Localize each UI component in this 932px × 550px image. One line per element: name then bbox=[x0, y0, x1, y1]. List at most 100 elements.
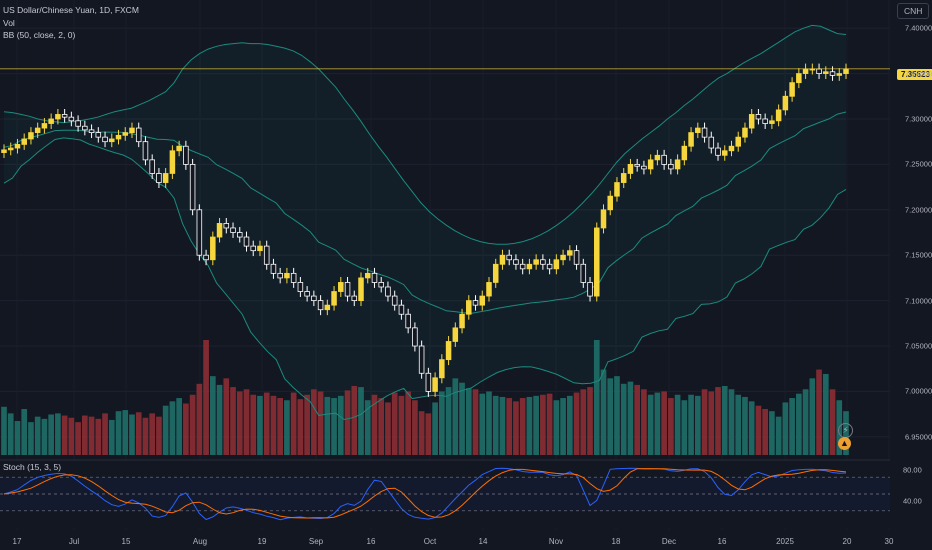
symbol-legend[interactable]: US Dollar/Chinese Yuan, 1D, FXCM bbox=[3, 5, 139, 15]
volume-bar bbox=[196, 383, 203, 455]
time-tick-label: 15 bbox=[121, 537, 131, 546]
candle-body bbox=[257, 245, 263, 252]
candle-body bbox=[721, 150, 728, 156]
candle-body bbox=[21, 138, 27, 145]
volume-bar bbox=[169, 401, 176, 455]
time-tick-label: 18 bbox=[611, 537, 621, 546]
volume-bar bbox=[816, 369, 822, 455]
volume-bar bbox=[822, 373, 829, 455]
bollinger-band-area bbox=[4, 25, 846, 420]
candle-body bbox=[728, 145, 735, 152]
volume-legend[interactable]: Vol bbox=[3, 18, 15, 28]
volume-bar bbox=[364, 400, 371, 455]
volume-bar bbox=[728, 389, 735, 455]
volume-bar bbox=[560, 398, 566, 455]
time-tick-label: 30 bbox=[884, 537, 894, 546]
time-tick-label: 2025 bbox=[776, 537, 794, 546]
candle-body bbox=[492, 263, 499, 283]
candle-body bbox=[533, 259, 539, 265]
candle-body bbox=[472, 300, 479, 306]
candle-body bbox=[55, 114, 61, 120]
volume-bar bbox=[82, 415, 88, 455]
stochastic-legend[interactable]: Stoch (15, 3, 5) bbox=[3, 462, 62, 472]
candle-body bbox=[102, 136, 108, 143]
candle-body bbox=[344, 282, 351, 297]
candle-body bbox=[358, 277, 364, 302]
volume-bar bbox=[735, 394, 742, 455]
candle-body bbox=[385, 286, 391, 297]
bollinger-legend[interactable]: BB (50, close, 2, 0) bbox=[3, 30, 76, 40]
volume-bar bbox=[203, 340, 209, 455]
volume-bar bbox=[304, 394, 310, 455]
candle-body bbox=[620, 173, 627, 183]
volume-bar bbox=[789, 398, 795, 455]
candle-body bbox=[627, 163, 634, 174]
candlesticks bbox=[1, 63, 849, 397]
candle-body bbox=[14, 144, 21, 149]
volume-bar bbox=[230, 387, 236, 455]
candle-body bbox=[115, 134, 122, 140]
candle-body bbox=[196, 209, 203, 256]
volume-bar bbox=[708, 391, 715, 455]
volume-bar bbox=[701, 389, 708, 455]
stoch-tick-80: 80.00 bbox=[903, 465, 922, 475]
candle-body bbox=[701, 127, 708, 138]
stochastic-pane bbox=[0, 459, 890, 528]
candle-body bbox=[156, 173, 162, 183]
candle-body bbox=[41, 123, 48, 129]
candle-body bbox=[88, 129, 95, 134]
candle-body bbox=[237, 232, 243, 238]
volume-bar bbox=[290, 392, 297, 455]
volume-bar bbox=[223, 378, 230, 455]
candle-body bbox=[479, 295, 486, 306]
price-tick-label: 7.20000 bbox=[905, 205, 932, 215]
volume-bar bbox=[41, 418, 48, 455]
volume-bar bbox=[688, 394, 694, 455]
volume-bar bbox=[378, 398, 385, 455]
stoch-tick-40: 40.00 bbox=[903, 496, 922, 506]
candle-body bbox=[519, 263, 526, 270]
candle-body bbox=[391, 295, 398, 306]
volume-bar bbox=[122, 410, 129, 455]
candle-body bbox=[203, 254, 209, 261]
volume-bar bbox=[358, 387, 364, 455]
candle-body bbox=[243, 236, 250, 247]
volume-bar bbox=[337, 395, 344, 455]
candle-body bbox=[405, 313, 411, 329]
volume-bar bbox=[149, 413, 156, 455]
volume-bar bbox=[1, 406, 7, 455]
candle-body bbox=[297, 282, 304, 292]
volume-bar bbox=[189, 394, 196, 455]
lightning-icon[interactable]: ⚡ bbox=[838, 423, 853, 438]
candle-body bbox=[735, 136, 741, 147]
event-icon[interactable]: ▲ bbox=[838, 437, 851, 450]
volume-bar bbox=[762, 409, 768, 455]
candle-body bbox=[755, 114, 762, 120]
candle-body bbox=[823, 71, 829, 74]
volume-bar bbox=[755, 405, 762, 455]
volume-bar bbox=[681, 400, 688, 455]
volume-bar bbox=[344, 390, 351, 455]
volume-bars bbox=[1, 340, 849, 455]
volume-bar bbox=[48, 414, 54, 455]
candle-body bbox=[782, 95, 789, 111]
candle-body bbox=[169, 150, 176, 174]
candle-body bbox=[61, 114, 68, 118]
candle-body bbox=[311, 295, 317, 302]
candle-body bbox=[317, 300, 324, 311]
candle-body bbox=[695, 127, 701, 134]
currency-badge[interactable]: CNH bbox=[897, 3, 930, 19]
price-tick-label: 7.30000 bbox=[905, 114, 932, 124]
candle-body bbox=[304, 291, 310, 297]
volume-bar bbox=[351, 386, 358, 455]
volume-bar bbox=[445, 387, 452, 455]
candle-body bbox=[560, 254, 566, 261]
candle-body bbox=[843, 68, 849, 74]
candle-body bbox=[466, 300, 472, 315]
candle-body bbox=[250, 245, 256, 252]
current-price-badge: 7.35523 bbox=[897, 69, 932, 80]
price-tick-label: 6.95000 bbox=[905, 432, 932, 442]
candle-body bbox=[7, 147, 14, 151]
volume-bar bbox=[263, 392, 270, 455]
